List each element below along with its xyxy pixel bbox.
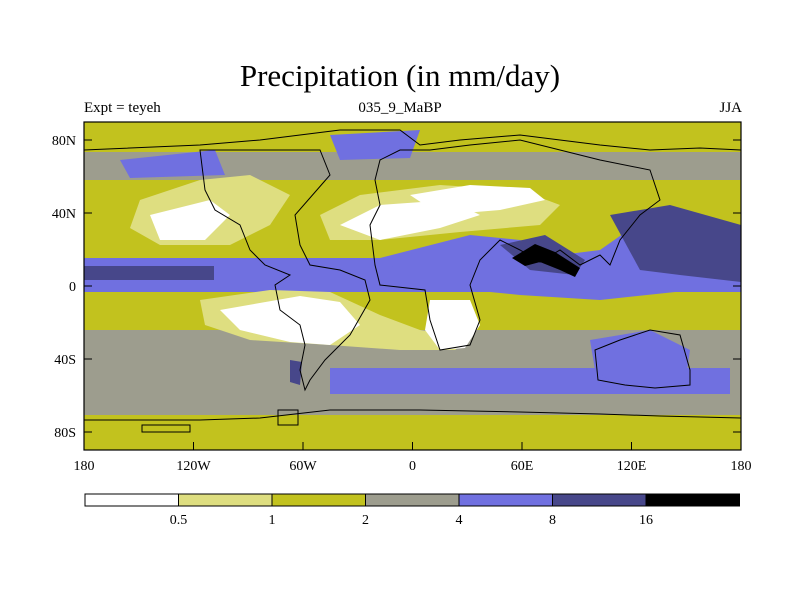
lat-label-80s: 80S (54, 426, 76, 441)
field-west-pacific-dark (610, 205, 741, 282)
lon-label-60e: 60E (511, 459, 534, 474)
field-australia-south-blue (590, 330, 690, 388)
antarctic-island (141, 424, 191, 433)
lat-label-80n: 80N (52, 134, 76, 149)
colorbar-label-1: 1 (269, 513, 276, 528)
field-south-africa-desert (425, 300, 480, 350)
colorbar-box-5 (458, 493, 553, 507)
lat-label-0: 0 (69, 280, 76, 295)
colorbar-box-4 (365, 493, 460, 507)
lon-label-60w: 60W (289, 459, 317, 474)
colorbar-label-0-5: 0.5 (170, 513, 188, 528)
field-north-pacific-blue (120, 150, 225, 178)
map-title: Precipitation (in mm/day) (239, 58, 561, 93)
season-label: JJA (719, 100, 742, 116)
axis-ticks (83, 139, 742, 450)
lat-label-40n: 40N (52, 207, 76, 222)
field-monsoon-max (512, 244, 580, 277)
experiment-label: Expt = teyeh (84, 100, 161, 116)
colorbar-box-7 (645, 493, 740, 507)
lon-label-120e: 120E (617, 459, 647, 474)
field-north-atlantic-blue (330, 130, 420, 160)
field-arabia-desert (410, 185, 545, 215)
lon-label-0: 0 (409, 459, 416, 474)
colorbar-box-3 (271, 493, 366, 507)
lon-label-120w: 120W (176, 459, 211, 474)
lon-label-180w: 180 (74, 459, 95, 474)
eurasia-africa-coast (369, 139, 661, 351)
colorbar-label-4: 4 (456, 513, 463, 528)
colorbar-label-8: 8 (549, 513, 556, 528)
australia-coast (594, 329, 691, 389)
colorbar-box-2 (178, 493, 273, 507)
field-itcz-east-pacific (84, 266, 214, 280)
precipitation-field (84, 122, 741, 450)
field-south-subtropics (84, 290, 741, 330)
lat-label-40s: 40S (54, 353, 76, 368)
colorbar-label-16: 16 (639, 513, 653, 528)
field-north-america-desert (150, 200, 230, 240)
colorbar-box-1 (84, 493, 179, 507)
colorbar-label-2: 2 (362, 513, 369, 528)
colorbar: 0.5 1 2 4 8 16 (84, 493, 740, 528)
americas-coast (199, 149, 371, 392)
field-south-atlantic-dark (290, 360, 302, 385)
field-south-desert (220, 296, 360, 345)
arctic-coast (83, 129, 742, 151)
colorbar-box-6 (552, 493, 647, 507)
lon-label-180e: 180 (731, 459, 752, 474)
coastlines (83, 129, 742, 433)
antarctic-peninsula-island (277, 409, 299, 426)
period-label: 035_9_MaBP (358, 100, 442, 116)
antarctic-coast (84, 409, 742, 421)
